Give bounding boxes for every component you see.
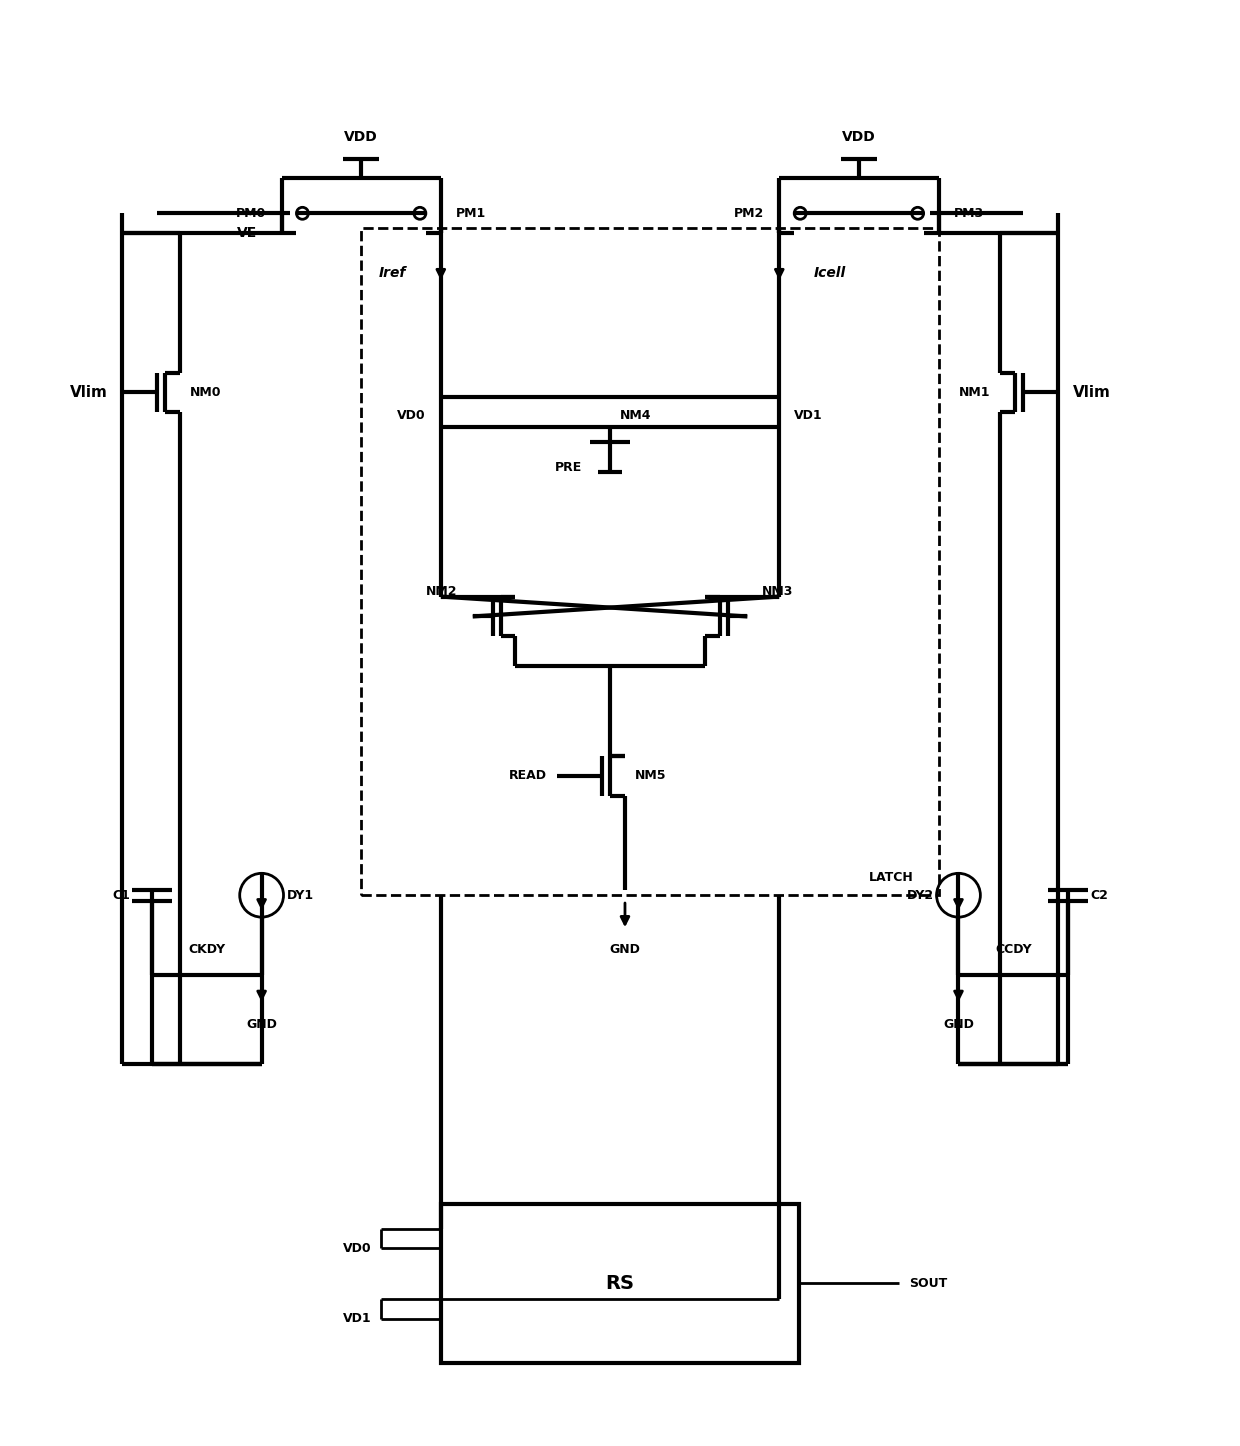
- Bar: [440, 1205, 800, 1364]
- Text: Icell: Icell: [815, 266, 847, 281]
- Text: Vlim: Vlim: [1073, 385, 1111, 401]
- Text: VD0: VD0: [342, 1242, 371, 1255]
- Text: C2: C2: [1090, 889, 1107, 902]
- Text: PM2: PM2: [734, 207, 764, 220]
- Text: CKDY: CKDY: [188, 943, 226, 956]
- Text: PRE: PRE: [556, 461, 582, 474]
- Text: RS: RS: [605, 1274, 635, 1293]
- Text: DY1: DY1: [286, 889, 314, 902]
- Text: VD1: VD1: [794, 409, 823, 422]
- Text: Iref: Iref: [378, 266, 405, 281]
- Text: NM4: NM4: [620, 409, 651, 422]
- Text: Vlim: Vlim: [69, 385, 108, 401]
- Text: VD0: VD0: [397, 409, 425, 422]
- Text: PM3: PM3: [954, 207, 983, 220]
- Text: LATCH: LATCH: [869, 870, 914, 884]
- Text: VE: VE: [237, 226, 257, 240]
- Text: NM1: NM1: [959, 386, 991, 399]
- Text: NM5: NM5: [635, 769, 666, 782]
- Text: SOUT: SOUT: [909, 1277, 947, 1290]
- Text: GND: GND: [247, 1018, 277, 1031]
- Text: VDD: VDD: [345, 130, 378, 143]
- Text: DY2: DY2: [906, 889, 934, 902]
- Text: VDD: VDD: [842, 130, 875, 143]
- Text: C1: C1: [113, 889, 130, 902]
- Text: NM3: NM3: [763, 586, 794, 599]
- Text: GND: GND: [610, 943, 640, 956]
- Text: PM0: PM0: [237, 207, 267, 220]
- Text: NM0: NM0: [190, 386, 222, 399]
- Text: VD1: VD1: [342, 1312, 371, 1325]
- Bar: [361, 228, 939, 895]
- Text: NM2: NM2: [427, 586, 458, 599]
- Text: READ: READ: [510, 769, 547, 782]
- Text: PM1: PM1: [456, 207, 486, 220]
- Text: GND: GND: [944, 1018, 973, 1031]
- Text: CCDY: CCDY: [994, 943, 1032, 956]
